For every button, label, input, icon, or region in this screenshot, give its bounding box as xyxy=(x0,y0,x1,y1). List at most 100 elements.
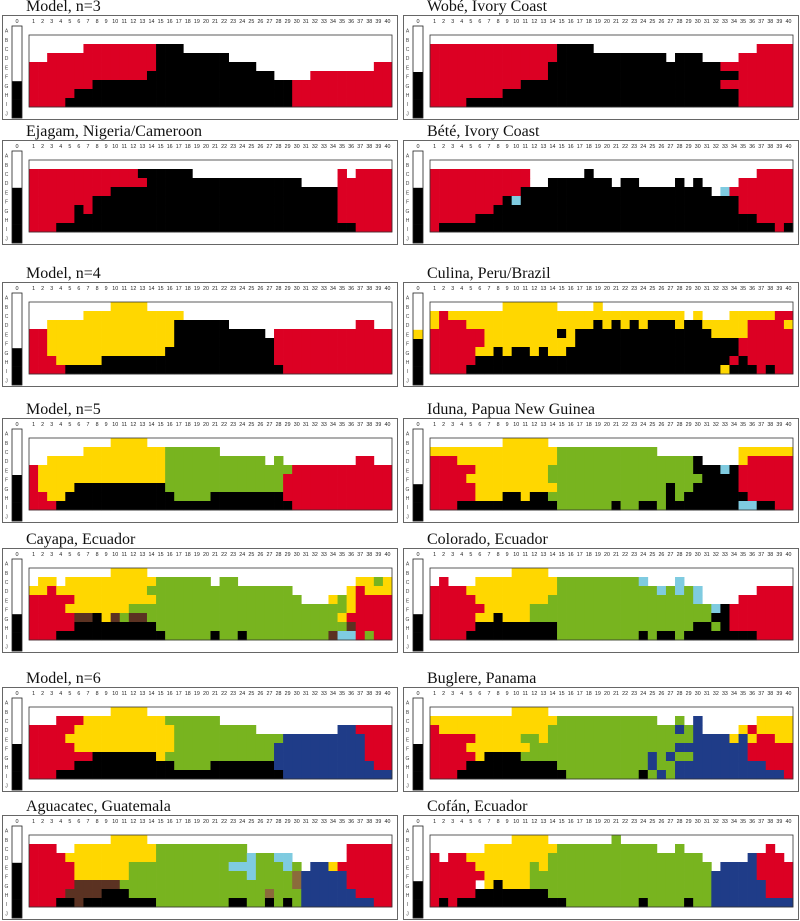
column-label: 20 xyxy=(604,286,610,292)
color-cell xyxy=(738,595,748,605)
color-cell xyxy=(602,80,612,90)
color-cell xyxy=(593,492,603,502)
color-cell xyxy=(448,356,458,366)
color-cell xyxy=(364,178,375,188)
color-cell xyxy=(720,613,730,623)
color-cell xyxy=(747,71,758,81)
column-label: 35 xyxy=(339,286,345,292)
color-cell xyxy=(783,889,794,899)
color-cell xyxy=(448,62,458,72)
color-cell xyxy=(684,98,694,108)
color-cell xyxy=(647,329,658,339)
color-cell xyxy=(364,169,375,179)
color-cell xyxy=(774,871,785,881)
color-cell xyxy=(747,311,758,321)
color-cell xyxy=(557,320,567,330)
color-cell xyxy=(566,456,576,466)
color-cell xyxy=(457,365,467,375)
color-cell xyxy=(656,80,667,90)
color-cell xyxy=(201,725,211,735)
color-cell xyxy=(237,725,248,735)
color-cell xyxy=(146,501,157,511)
color-cell xyxy=(566,871,576,881)
color-cell xyxy=(128,465,139,475)
color-cell xyxy=(264,347,275,357)
color-cell xyxy=(47,53,57,63)
color-cell xyxy=(720,889,730,899)
color-cell xyxy=(439,187,449,197)
color-cell xyxy=(475,98,485,108)
color-cell xyxy=(538,568,549,578)
color-cell xyxy=(237,214,248,224)
color-cell xyxy=(484,871,494,881)
color-cell xyxy=(765,196,776,206)
color-cell xyxy=(201,80,211,90)
color-cell xyxy=(448,622,458,632)
color-cell xyxy=(38,98,48,108)
color-cell xyxy=(547,53,558,63)
column-label: 39 xyxy=(375,19,381,25)
color-cell xyxy=(355,347,366,357)
color-cell xyxy=(774,365,785,375)
color-cell xyxy=(511,707,522,717)
color-cell xyxy=(747,223,758,233)
color-cell xyxy=(201,356,211,366)
color-cell xyxy=(183,613,193,623)
color-cell xyxy=(611,356,621,366)
column-label: 20 xyxy=(604,691,610,697)
color-cell xyxy=(264,595,275,605)
color-cell xyxy=(128,365,139,375)
color-cell xyxy=(255,474,266,484)
color-cell xyxy=(493,187,503,197)
column-label: 38 xyxy=(366,552,372,558)
column-label: 33 xyxy=(722,552,728,558)
color-cell xyxy=(364,80,375,90)
color-cell xyxy=(547,880,558,890)
column-label: 33 xyxy=(722,819,728,825)
color-cell xyxy=(128,347,139,357)
color-cell xyxy=(593,196,603,206)
color-cell xyxy=(593,844,603,854)
color-cell xyxy=(183,456,193,466)
color-cell xyxy=(56,356,66,366)
color-cell xyxy=(192,329,202,339)
column-label: 17 xyxy=(577,422,583,428)
color-cell xyxy=(119,329,130,339)
color-cell xyxy=(638,501,649,511)
color-cell xyxy=(756,734,767,744)
color-cell xyxy=(756,871,767,881)
color-cell xyxy=(29,595,39,605)
color-cell xyxy=(119,889,130,899)
color-cell xyxy=(119,743,130,753)
color-cell xyxy=(274,871,284,881)
color-cell xyxy=(65,89,75,99)
color-cell xyxy=(783,761,794,771)
column-label: 10 xyxy=(112,286,118,292)
color-cell xyxy=(301,761,311,771)
column-label: 33 xyxy=(321,19,327,25)
column-label: 38 xyxy=(366,691,372,697)
color-cell xyxy=(337,205,347,215)
achromatic-cell xyxy=(12,605,22,615)
color-cell xyxy=(593,62,603,72)
color-cell xyxy=(448,169,458,179)
color-cell xyxy=(201,465,211,475)
color-cell xyxy=(210,98,220,108)
column-label: 10 xyxy=(513,19,519,25)
color-cell xyxy=(729,80,739,90)
color-cell xyxy=(575,80,585,90)
column-label: 38 xyxy=(366,19,372,25)
color-cell xyxy=(547,761,558,771)
color-cell xyxy=(29,71,39,81)
color-cell xyxy=(38,365,48,375)
color-cell xyxy=(529,604,540,614)
color-cell xyxy=(137,752,148,762)
color-cell xyxy=(29,898,39,908)
color-cell xyxy=(430,483,440,493)
color-cell xyxy=(255,862,266,872)
color-cell xyxy=(439,329,449,339)
color-cell xyxy=(201,483,211,493)
color-cell xyxy=(83,214,93,224)
color-cell xyxy=(439,311,449,321)
color-cell xyxy=(183,347,193,357)
